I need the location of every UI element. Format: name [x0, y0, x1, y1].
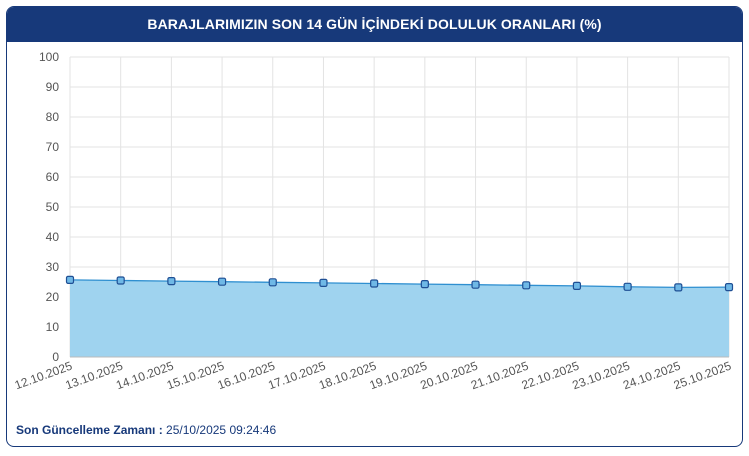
series-area	[70, 279, 729, 357]
x-tick-label: 18.10.2025	[317, 359, 379, 393]
data-point	[167, 277, 176, 286]
y-tick-label: 40	[46, 230, 60, 244]
data-point	[370, 279, 379, 288]
data-point	[572, 281, 582, 290]
last-updated-value: 25/10/2025 09:24:46	[166, 423, 277, 437]
data-point	[471, 280, 480, 289]
data-point	[674, 283, 683, 292]
data-point	[623, 282, 632, 291]
x-tick-label: 22.10.2025	[520, 359, 582, 393]
data-point	[724, 283, 734, 292]
last-updated: Son Güncelleme Zamanı : 25/10/2025 09:24…	[16, 423, 276, 437]
x-tick-label: 14.10.2025	[114, 359, 176, 393]
data-point	[217, 277, 227, 286]
data-point	[65, 275, 75, 284]
y-tick-label: 20	[46, 290, 60, 304]
chart-title: BARAJLARIMIZIN SON 14 GÜN İÇİNDEKİ DOLUL…	[7, 7, 742, 42]
y-tick-label: 50	[46, 200, 60, 214]
y-tick-label: 30	[46, 260, 60, 274]
y-tick-label: 0	[52, 350, 59, 364]
y-tick-label: 100	[39, 50, 59, 64]
chart-area: 0 10 20 30 40 50 60 70 80 90 100 12.10.2025 13.10.20…	[7, 42, 742, 412]
data-point	[268, 278, 277, 287]
x-tick-label: 16.10.2025	[216, 359, 278, 393]
data-point	[420, 280, 429, 289]
data-point	[319, 278, 328, 287]
x-tick-label: 12.10.2025	[13, 359, 75, 393]
y-tick-label: 70	[46, 140, 60, 154]
x-tick-label: 17.10.2025	[266, 359, 328, 393]
x-tick-label: 19.10.2025	[368, 359, 430, 393]
y-tick-label: 80	[46, 110, 60, 124]
data-point	[522, 281, 531, 290]
x-tick-label: 24.10.2025	[621, 359, 683, 393]
x-tick-label: 15.10.2025	[165, 359, 227, 393]
y-tick-label: 90	[46, 80, 60, 94]
x-tick-label: 21.10.2025	[469, 359, 531, 393]
x-tick-label: 25.10.2025	[672, 359, 734, 393]
y-tick-label: 60	[46, 170, 60, 184]
occupancy-chart: 0 10 20 30 40 50 60 70 80 90 100 12.10.202513.10.20…	[13, 50, 734, 393]
chart-card: BARAJLARIMIZIN SON 14 GÜN İÇİNDEKİ DOLUL…	[6, 6, 743, 447]
x-tick-label: 20.10.2025	[418, 359, 480, 393]
last-updated-label: Son Güncelleme Zamanı :	[16, 423, 163, 437]
y-tick-label: 10	[46, 320, 60, 334]
data-point	[116, 276, 125, 285]
x-tick-label: 23.10.2025	[570, 359, 632, 393]
series-line	[69, 279, 730, 289]
x-tick-label: 13.10.2025	[63, 359, 125, 393]
